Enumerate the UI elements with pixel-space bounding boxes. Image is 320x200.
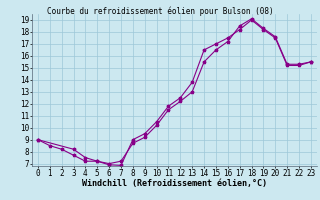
X-axis label: Windchill (Refroidissement éolien,°C): Windchill (Refroidissement éolien,°C) bbox=[82, 179, 267, 188]
Text: Courbe du refroidissement éolien pour Bulson (08): Courbe du refroidissement éolien pour Bu… bbox=[47, 6, 273, 16]
